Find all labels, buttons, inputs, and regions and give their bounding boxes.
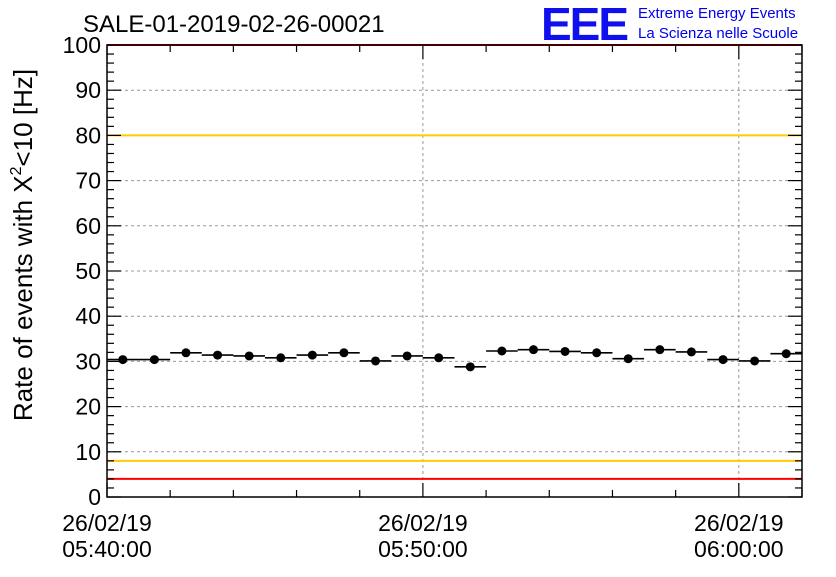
data-point (454, 362, 487, 372)
axis-ticks (106, 44, 803, 498)
data-point (201, 350, 234, 360)
data-point (170, 348, 202, 358)
data-point-marker (623, 354, 633, 364)
data-point-marker (465, 362, 475, 372)
data-point (549, 346, 581, 356)
data-point (391, 351, 423, 361)
logo-line2: La Scienza nelle Scuole (638, 25, 798, 42)
data-point-marker (497, 346, 507, 356)
y-tick-label: 100 (63, 32, 101, 58)
y-axis-label-superscript: 2 (8, 166, 25, 175)
x-tick-time: 05:50:00 (378, 536, 468, 562)
data-point-marker (118, 355, 128, 365)
data-point (770, 349, 802, 359)
logo-mark: EEE (541, 0, 627, 50)
logo-line1: Extreme Energy Events (638, 5, 796, 22)
data-point (233, 351, 265, 361)
y-tick-label: 90 (75, 77, 101, 103)
data-point-marker (434, 353, 444, 363)
data-point (296, 350, 329, 360)
data-point-marker (686, 347, 696, 357)
data-point (264, 353, 297, 363)
y-tick-label: 70 (75, 168, 101, 194)
data-point (359, 356, 392, 366)
data-point (707, 355, 739, 365)
data-point (644, 345, 676, 355)
y-axis-label-tail: <10 [Hz] (8, 69, 38, 167)
data-point-marker (592, 348, 602, 358)
data-point-marker (371, 356, 381, 366)
y-tick-label: 80 (75, 122, 101, 148)
y-tick-label: 20 (75, 394, 101, 420)
data-point (580, 348, 613, 358)
y-tick-label: 40 (75, 303, 101, 329)
y-axis-label-main: Rate of events with X (8, 175, 38, 421)
data-point-marker (718, 355, 728, 365)
x-tick-date: 26/02/19 (378, 510, 468, 536)
x-tick-time: 06:00:00 (694, 536, 784, 562)
data-point-marker (213, 350, 223, 360)
data-point (107, 355, 139, 365)
data-point (517, 345, 550, 355)
y-tick-label: 0 (88, 484, 101, 510)
data-point-marker (781, 349, 791, 359)
data-point (612, 354, 645, 364)
data-point-marker (307, 350, 317, 360)
y-tick-label: 60 (75, 213, 101, 239)
data-point-marker (528, 345, 538, 355)
data-point-marker (149, 355, 159, 365)
svg-text:Rate of events with X2<10 [Hz]: Rate of events with X2<10 [Hz] (8, 69, 38, 421)
data-point-marker (276, 353, 286, 363)
tick-labels: 010203040506070809010026/02/1905:40:0026… (62, 32, 783, 562)
chart-title: SALE-01-2019-02-26-00021 (83, 11, 385, 38)
y-tick-label: 30 (75, 348, 101, 374)
data-point-marker (244, 351, 254, 361)
data-point (675, 347, 708, 357)
grid-layer (107, 45, 802, 497)
eee-logo: EEE Extreme Energy Events La Scienza nel… (541, 0, 798, 50)
x-tick-date: 26/02/19 (694, 510, 784, 536)
data-point-marker (181, 348, 191, 358)
x-tick-time: 05:40:00 (62, 536, 152, 562)
x-tick-date: 26/02/19 (62, 510, 152, 536)
y-axis-label: Rate of events with X2<10 [Hz] (8, 69, 38, 421)
data-point-marker (560, 346, 570, 356)
y-tick-label: 50 (75, 258, 101, 284)
data-point (328, 348, 360, 358)
data-point-marker (402, 351, 412, 361)
data-points (107, 345, 802, 372)
data-point-marker (339, 348, 349, 358)
y-tick-label: 10 (75, 439, 101, 465)
reference-lines (107, 44, 802, 480)
data-point (738, 356, 771, 366)
data-point (138, 355, 171, 365)
data-point-marker (750, 356, 760, 366)
data-point-marker (655, 345, 665, 355)
data-point (486, 346, 518, 356)
data-point (422, 353, 455, 363)
